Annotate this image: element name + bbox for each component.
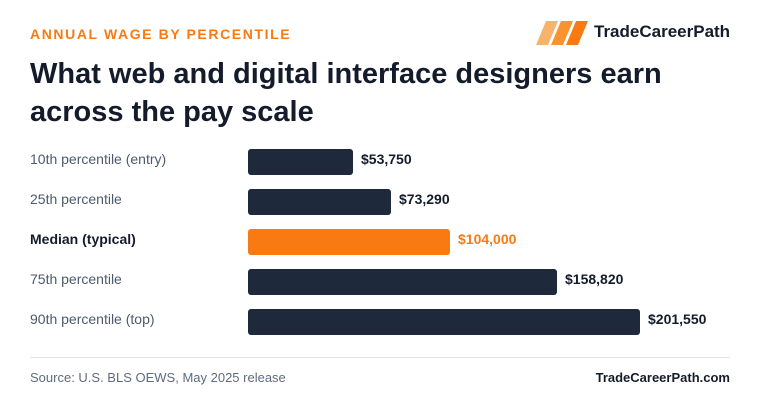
bar-row: 75th percentile $158,820 [0, 260, 760, 300]
value-label: $158,820 [565, 271, 624, 287]
bar-chart: 10th percentile (entry) $53,750 25th perce… [0, 140, 760, 340]
category-label: 25th percentile [30, 191, 122, 207]
category-label: 90th percentile (top) [30, 311, 155, 327]
value-label: $104,000 [458, 231, 517, 247]
chart-title: What web and digital interface designers… [30, 58, 662, 128]
value-label: $201,550 [648, 311, 707, 327]
value-label: $53,750 [361, 151, 412, 167]
stripes-logo-icon [536, 21, 588, 45]
site-link[interactable]: TradeCareerPath.com [595, 370, 730, 385]
chart-kicker: ANNUAL WAGE BY PERCENTILE [30, 26, 292, 42]
bar [248, 269, 557, 295]
bar-row: 25th percentile $73,290 [0, 180, 760, 220]
bar-row: 90th percentile (top) $201,550 [0, 300, 760, 340]
bar-row: 10th percentile (entry) $53,750 [0, 140, 760, 180]
category-label: 75th percentile [30, 271, 122, 287]
footer-divider [30, 357, 730, 358]
brand-name: TradeCareerPath [594, 22, 731, 41]
category-label: 10th percentile (entry) [30, 151, 167, 167]
bar-highlight [248, 229, 450, 255]
bar [248, 189, 391, 215]
category-label: Median (typical) [30, 231, 136, 247]
value-label: $73,290 [399, 191, 450, 207]
bar [248, 149, 353, 175]
source-note: Source: U.S. BLS OEWS, May 2025 release [30, 370, 286, 385]
bar-row: Median (typical) $104,000 [0, 220, 760, 260]
bar [248, 309, 640, 335]
